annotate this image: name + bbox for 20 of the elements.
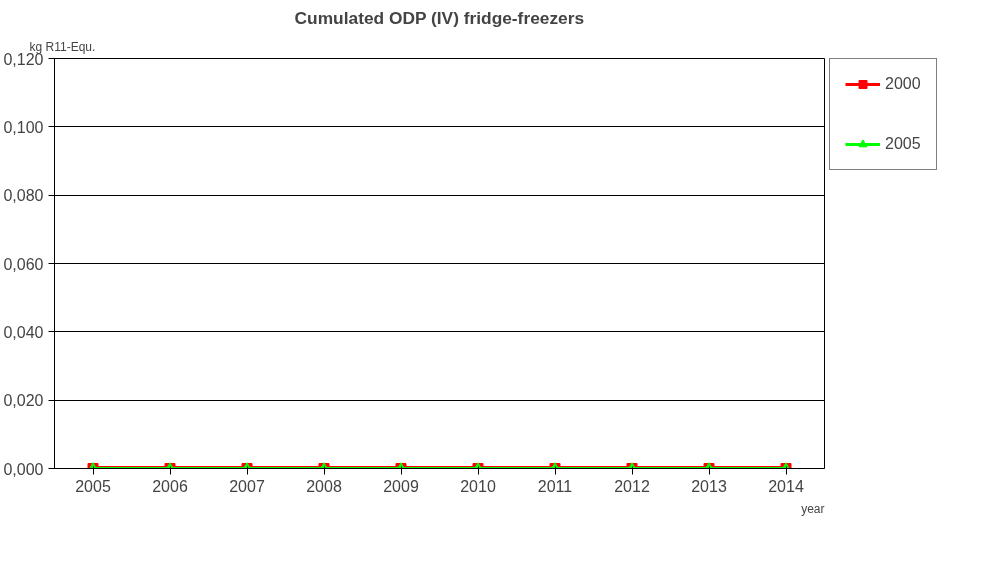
x-tick-label: 2006 [152,477,188,495]
x-tick-label: 2012 [614,477,650,495]
chart-title: Cumulated ODP (IV) fridge-freezers [294,7,585,28]
y-tick-label: 0,040 [3,323,44,341]
x-axis-title: year [801,501,825,516]
y-tick-label: 0,060 [3,255,44,273]
y-tick-label: 0,100 [3,118,44,136]
x-tick-label: 2013 [691,477,727,495]
y-tick-label: 0,020 [3,392,44,410]
x-tick-label: 2009 [383,477,419,495]
legend-label: 2000 [885,75,921,93]
y-tick-label: 0,000 [3,460,44,478]
x-tick-label: 2005 [75,477,111,495]
x-tick-label: 2011 [537,477,573,495]
x-tick-label: 2014 [768,477,804,495]
legend-label: 2005 [885,135,921,153]
y-tick-label: 0,080 [3,187,44,205]
x-tick-label: 2008 [306,477,342,495]
x-tick-label: 2010 [460,477,496,495]
x-tick-label: 2007 [229,477,265,495]
